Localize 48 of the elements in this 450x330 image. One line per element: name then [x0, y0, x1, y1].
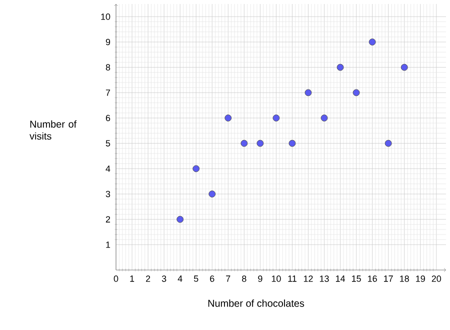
- x-tick-label: 19: [416, 276, 425, 282]
- y-tick-label: 1: [106, 242, 110, 248]
- x-tick-label: 11: [288, 276, 296, 282]
- x-tick-label: 14: [336, 276, 345, 282]
- x-tick-label: 16: [368, 276, 377, 282]
- point: [336, 64, 344, 71]
- point: [256, 140, 264, 147]
- x-tick-label: 7: [226, 276, 230, 282]
- y-tick-label: 10: [101, 13, 110, 20]
- point: [224, 114, 232, 122]
- point: [192, 165, 200, 172]
- y-tick-label: 9: [106, 38, 110, 46]
- x-tick-label: 1: [130, 276, 134, 282]
- x-tick-label: 4: [178, 276, 182, 282]
- point: [400, 64, 408, 71]
- point: [176, 216, 184, 223]
- y-axis-title: Number of visits: [30, 120, 77, 140]
- y-tick-label: 5: [106, 140, 110, 146]
- y-tick-label: 3: [106, 190, 110, 198]
- x-tick-label: 13: [320, 276, 329, 282]
- y-tick-label: 8: [106, 64, 110, 71]
- x-tick-label: 3: [162, 276, 166, 282]
- x-tick-label: 5: [194, 276, 198, 282]
- x-tick-label: 0: [114, 276, 118, 282]
- x-tick-label: 10: [272, 276, 281, 282]
- point: [304, 89, 312, 96]
- y-tick-label: 4: [106, 166, 110, 172]
- point: [288, 140, 296, 147]
- x-tick-label: 20: [432, 276, 442, 282]
- point: [352, 89, 360, 96]
- point: [208, 190, 216, 198]
- x-tick-label: 12: [304, 276, 313, 282]
- point: [240, 140, 248, 147]
- y-tick-label: 7: [106, 90, 110, 96]
- x-tick-label: 17: [384, 276, 393, 282]
- x-tick-label: 9: [258, 276, 262, 282]
- x-axis-title: Number of chocolates: [208, 300, 304, 307]
- x-tick-label: 8: [242, 276, 246, 282]
- x-tick-label: 18: [400, 276, 409, 282]
- x-tick-label: 2: [146, 276, 150, 282]
- point: [368, 38, 376, 46]
- x-tick-label: 6: [210, 276, 214, 282]
- y-tick-label: 6: [106, 114, 110, 122]
- x-tick-label: 15: [352, 276, 361, 282]
- point: [384, 140, 392, 147]
- point: [320, 114, 328, 122]
- point: [272, 114, 280, 122]
- y-tick-label: 2: [106, 216, 110, 222]
